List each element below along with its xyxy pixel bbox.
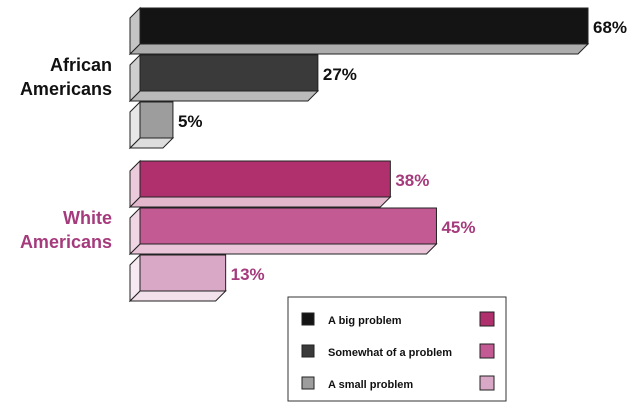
legend-swatch — [479, 311, 495, 327]
labels-layer: 68% 27% 5% African Americans 38% 45% 13% White Am… — [20, 18, 627, 284]
legend-box — [287, 296, 507, 402]
bar-front — [139, 160, 391, 198]
bar-value-label: 68% — [593, 18, 627, 37]
group-label: African — [50, 55, 112, 75]
bar-value-label: 5% — [178, 112, 203, 131]
group-label: Americans — [20, 79, 112, 99]
bar-bottom-face — [128, 90, 320, 102]
legend-swatch — [301, 344, 315, 358]
legend-swatch — [301, 376, 315, 390]
bar-side-face — [129, 206, 141, 256]
bar-side-face — [129, 6, 141, 56]
bar-front — [139, 207, 437, 245]
legend-label: Somewhat of a problem — [328, 347, 452, 359]
group-label: Americans — [20, 232, 112, 252]
legend-label: A big problem — [328, 315, 402, 327]
group-label: White — [63, 208, 112, 228]
bar-value-label: 45% — [441, 218, 475, 237]
bar-value-label: 38% — [395, 171, 429, 190]
bar-front — [139, 54, 319, 92]
bar-front — [139, 254, 227, 292]
legend-swatch — [301, 312, 315, 326]
bar-bottom-face — [128, 243, 438, 255]
bar-front — [139, 101, 174, 139]
legend-swatch — [479, 375, 495, 391]
bar-side-face — [129, 159, 141, 209]
legend: A big problem Somewhat of a problem A smal… — [287, 296, 507, 402]
legend-label: A small problem — [328, 379, 413, 391]
bar-bottom-face — [128, 290, 227, 302]
bar-side-face — [129, 53, 141, 103]
bar-value-label: 27% — [323, 65, 357, 84]
bars-layer — [128, 6, 590, 303]
bar-bottom-face — [128, 43, 590, 55]
bar-value-label: 13% — [231, 265, 265, 284]
bar-bottom-face — [128, 196, 392, 208]
legend-swatch — [479, 343, 495, 359]
bar-side-face — [129, 253, 141, 303]
bar-front — [139, 7, 589, 45]
bar-side-face — [129, 100, 141, 150]
